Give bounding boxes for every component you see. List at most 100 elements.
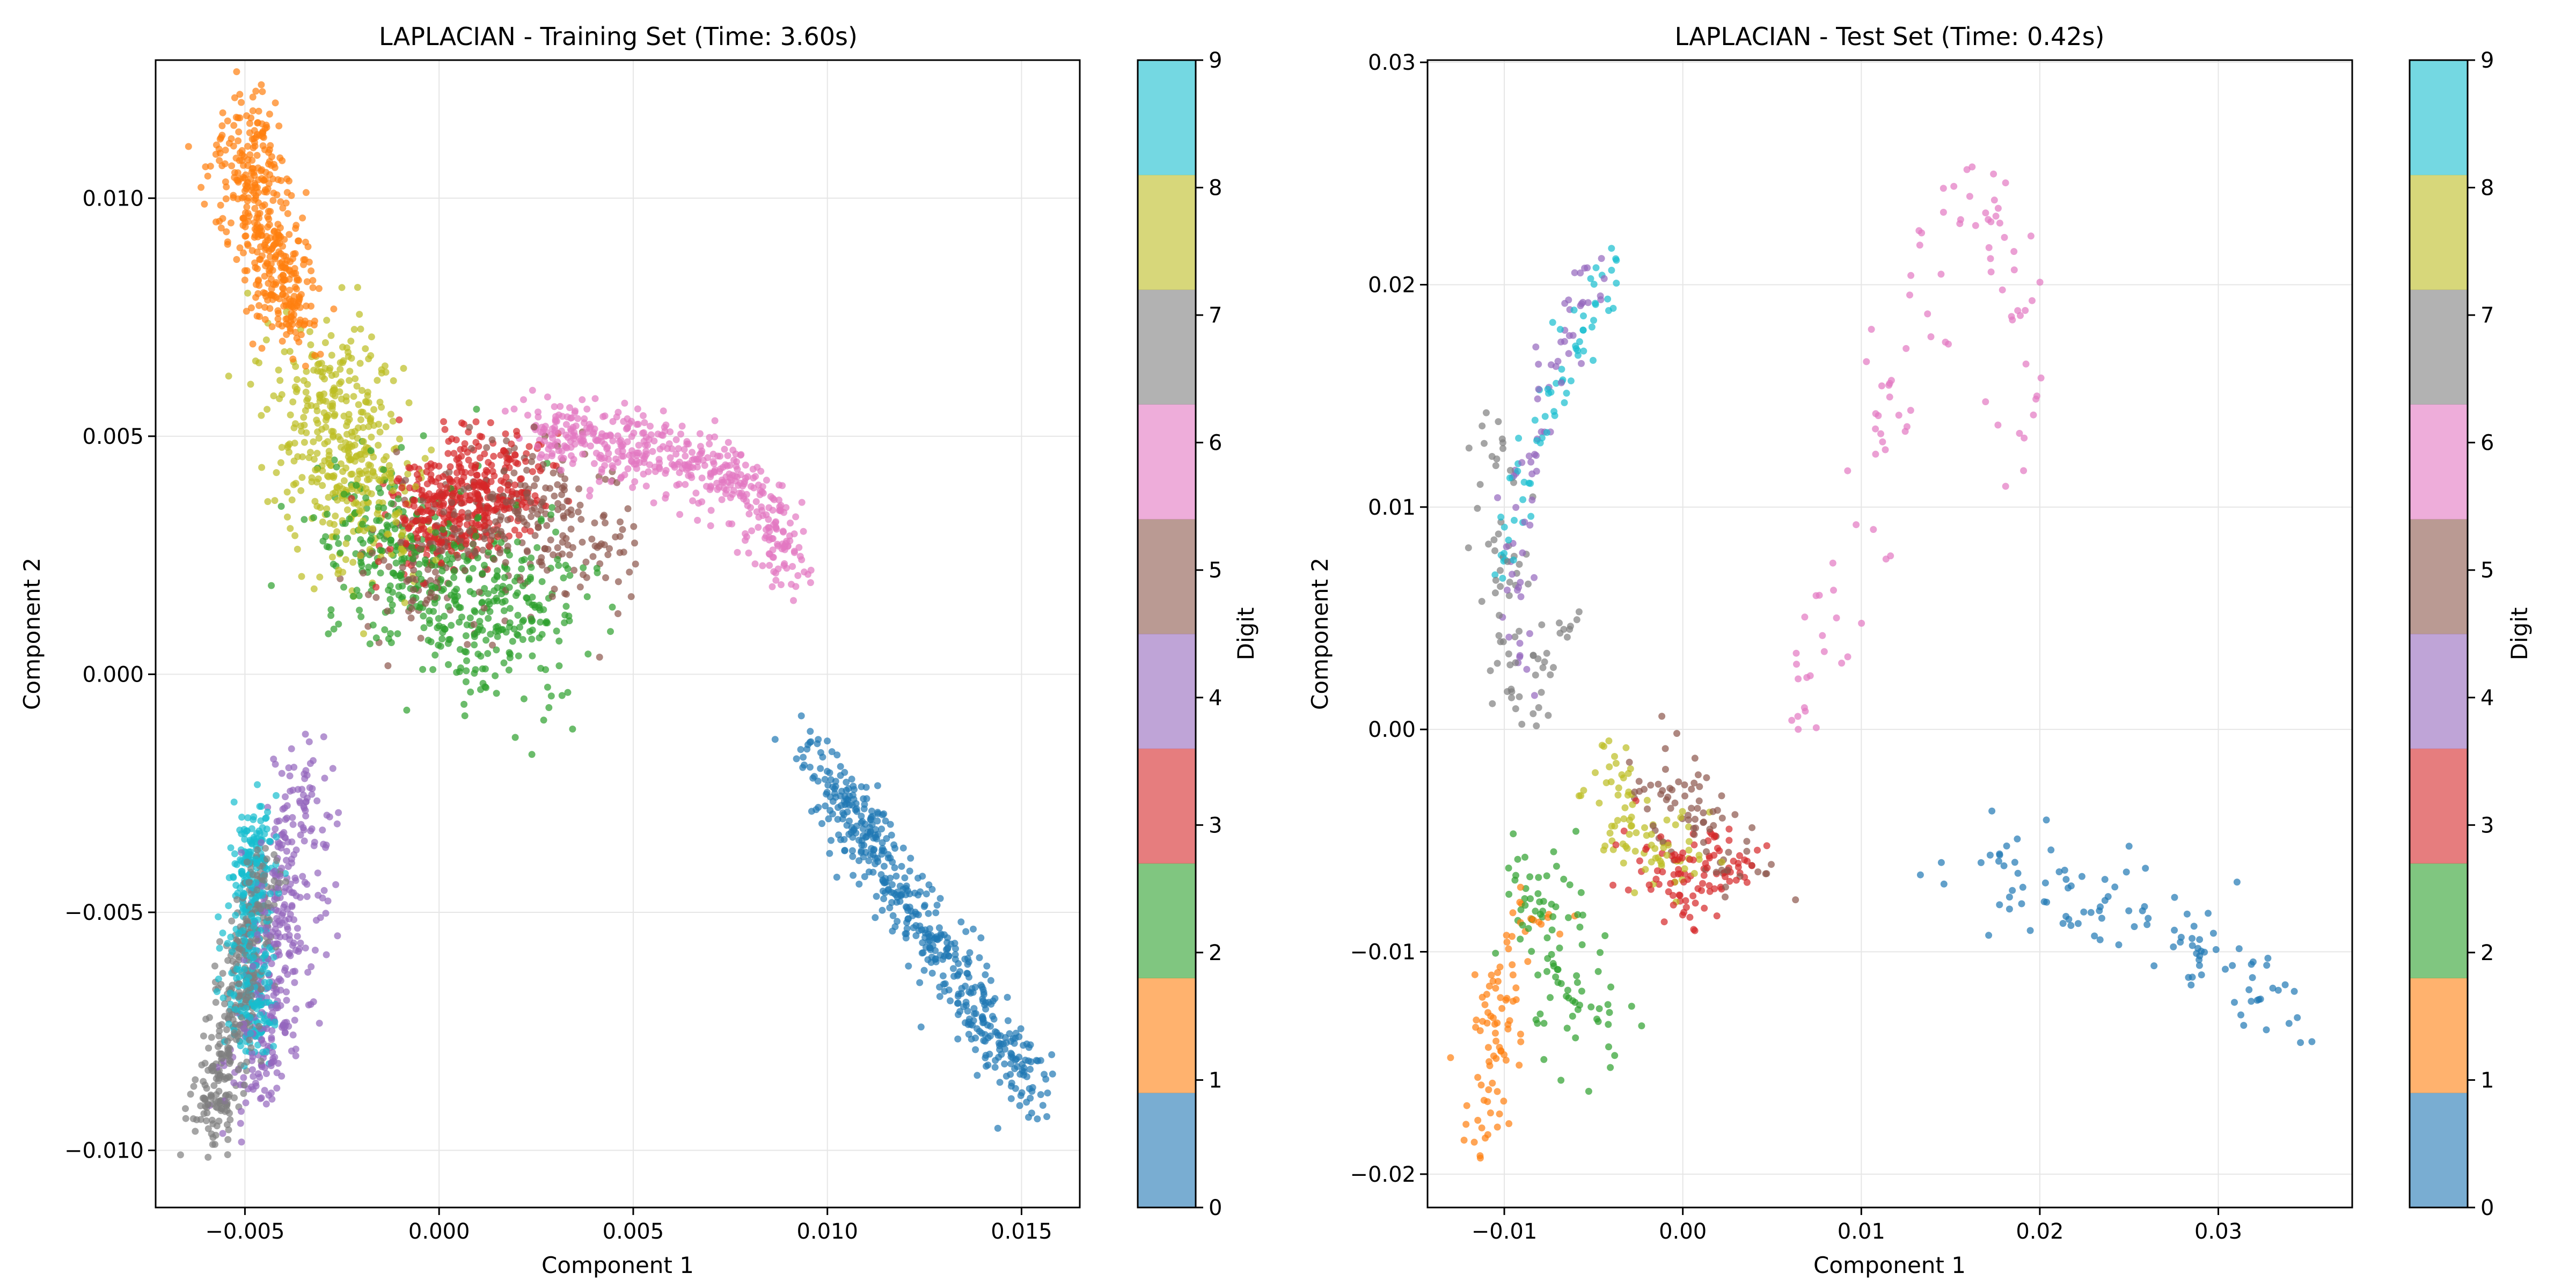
scatter-point (662, 470, 669, 477)
scatter-point (320, 733, 327, 741)
scatter-point (844, 796, 852, 803)
scatter-point (377, 477, 384, 485)
scatter-point (1515, 435, 1523, 442)
scatter-point (1028, 1109, 1035, 1117)
scatter-point (763, 511, 770, 518)
scatter-point (264, 899, 272, 907)
scatter-point (242, 909, 250, 916)
scatter-point (562, 431, 570, 439)
scatter-point (303, 368, 310, 375)
scatter-point (177, 1151, 184, 1159)
scatter-point (519, 582, 526, 589)
scatter-point (1982, 398, 1989, 406)
colorbar-segment (1138, 863, 1196, 978)
scatter-point (330, 305, 338, 313)
scatter-point (1924, 310, 1931, 318)
scatter-point (243, 977, 250, 985)
scatter-point (1743, 838, 1751, 845)
scatter-point (815, 803, 822, 811)
scatter-point (306, 328, 313, 335)
scatter-point (310, 998, 317, 1006)
scatter-point (589, 553, 597, 560)
scatter-point (265, 267, 273, 274)
scatter-point (1556, 630, 1564, 637)
scatter-point (1688, 804, 1695, 812)
scatter-point (551, 427, 559, 434)
scatter-point (1043, 1113, 1051, 1121)
scatter-point (334, 932, 341, 940)
scatter-point (491, 587, 498, 595)
scatter-point (320, 887, 328, 894)
scatter-point (314, 475, 322, 482)
scatter-point (1793, 661, 1800, 668)
scatter-point (2078, 873, 2085, 880)
scatter-point (1623, 845, 1631, 852)
scatter-point (1977, 859, 1985, 866)
scatter-point (501, 407, 509, 415)
scatter-point (1476, 481, 1484, 488)
scatter-point (346, 377, 353, 384)
scatter-point (389, 589, 396, 596)
scatter-point (1534, 890, 1542, 897)
scatter-point (313, 797, 321, 804)
scatter-point (216, 157, 223, 164)
colorbar-segment (1138, 634, 1196, 749)
scatter-point (230, 142, 237, 150)
scatter-point (448, 621, 455, 629)
scatter-point (347, 338, 355, 345)
scatter-point (1519, 549, 1526, 557)
scatter-point (299, 873, 306, 880)
scatter-point (215, 1077, 222, 1085)
scatter-point (297, 331, 305, 339)
scatter-point (268, 582, 275, 589)
scatter-point (555, 562, 562, 569)
scatter-point (1986, 851, 1994, 859)
scatter-point (237, 1007, 244, 1014)
scatter-point (787, 519, 794, 527)
scatter-point (576, 501, 584, 509)
scatter-point (367, 352, 375, 360)
scatter-point (1516, 640, 1524, 647)
scatter-point (369, 550, 376, 557)
scatter-point (305, 738, 313, 745)
scatter-point (243, 267, 251, 274)
scatter-point (919, 949, 927, 956)
scatter-point (465, 575, 473, 582)
scatter-point (240, 965, 248, 973)
scatter-point (1561, 399, 1568, 406)
scatter-point (447, 463, 454, 471)
scatter-point (311, 947, 319, 954)
scatter-point (1007, 1095, 1015, 1102)
scatter-point (498, 590, 506, 597)
x-tick-label: 0.015 (991, 1219, 1052, 1244)
scatter-point (1506, 467, 1514, 474)
scatter-point (250, 1073, 257, 1080)
scatter-point (1492, 1037, 1500, 1045)
scatter-point (221, 1000, 228, 1007)
scatter-point (1695, 852, 1703, 859)
scatter-point (526, 528, 534, 535)
scatter-point (266, 171, 274, 178)
y-tick-label: 0.000 (82, 662, 144, 687)
scatter-point (203, 1085, 210, 1092)
scatter-point (338, 284, 346, 291)
scatter-point (247, 1030, 254, 1037)
scatter-point (270, 228, 278, 236)
scatter-point (393, 448, 400, 456)
scatter-point (280, 252, 288, 260)
scatter-point (554, 506, 562, 514)
scatter-point (559, 532, 567, 539)
scatter-point (277, 177, 285, 184)
scatter-point (999, 1040, 1007, 1048)
y-tick-label: −0.010 (64, 1139, 144, 1163)
scatter-point (2002, 482, 2009, 490)
scatter-point (377, 569, 384, 577)
scatter-point (303, 278, 311, 286)
scatter-point (365, 591, 372, 598)
scatter-point (362, 494, 370, 502)
scatter-point (402, 500, 409, 508)
scatter-point (1524, 958, 1532, 965)
scatter-point (300, 826, 308, 833)
scatter-point (373, 517, 380, 524)
scatter-point (1700, 872, 1708, 879)
